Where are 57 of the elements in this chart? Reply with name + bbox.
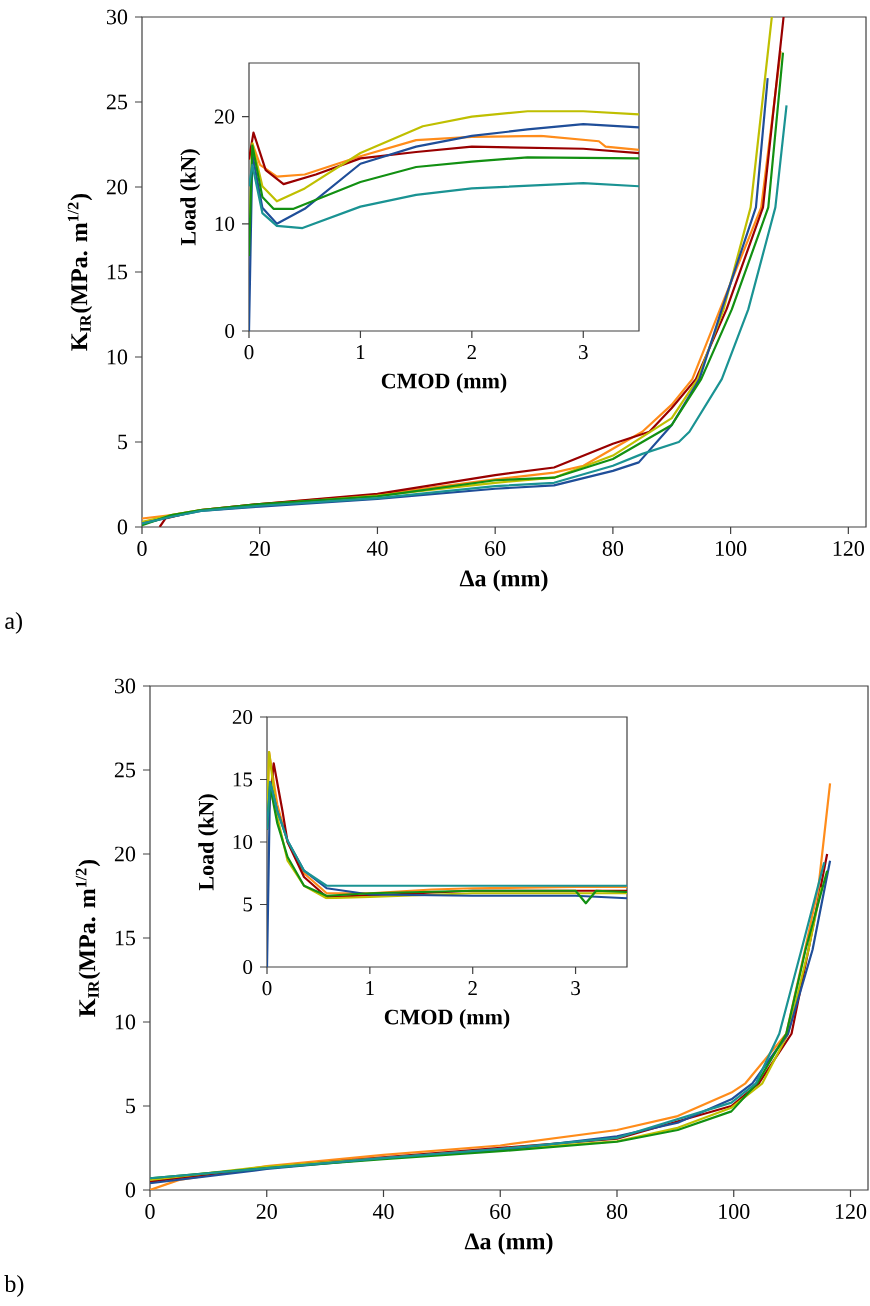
x-tick-label: 3 [579, 345, 588, 360]
x-tick-label: 0 [262, 981, 272, 996]
y-tick-label: 10 [107, 349, 128, 365]
x-axis-title: CMOD (mm) [384, 1008, 510, 1029]
x-tick-label: 20 [256, 1204, 277, 1219]
x-axis-title: Δa (mm) [464, 1232, 553, 1255]
y-tick-label: 20 [214, 109, 235, 124]
x-tick-label: 0 [145, 1204, 155, 1219]
text: b) [4, 1275, 24, 1297]
line-series [249, 163, 639, 230]
x-axis-title: Δa (mm) [459, 569, 548, 592]
y-tick-label: 20 [114, 846, 136, 862]
y-tick-label: 0 [125, 1182, 136, 1198]
y-axis-title: Load (kN) [180, 149, 201, 246]
line-series [249, 144, 639, 258]
x-tick-label: 1 [357, 345, 365, 359]
y-tick-label: 15 [233, 772, 253, 787]
x-tick-label: 80 [606, 1204, 628, 1219]
x-tick-label: 40 [372, 1204, 394, 1219]
x-tick-label: 1 [366, 981, 374, 995]
y-tick-label: 10 [215, 216, 235, 231]
y-tick-label: 30 [107, 9, 128, 25]
text: a) [5, 612, 22, 634]
y-tick-label: 25 [114, 762, 136, 778]
y-tick-label: 15 [115, 930, 136, 946]
y-tick-label: 10 [115, 1014, 136, 1030]
x-tick-label: 3 [571, 981, 580, 996]
y-tick-label: 15 [107, 264, 128, 280]
y-axis-title: K$_{IR}$(MPa. m$^{1/2}$) [75, 859, 101, 1017]
y-tick-label: 25 [106, 94, 128, 110]
x-tick-label: 120 [835, 1204, 867, 1219]
y-tick-label: 20 [106, 179, 128, 195]
x-axis-title: CMOD (mm) [381, 372, 507, 393]
y-tick-label: 0 [225, 323, 235, 339]
y-tick-label: 5 [118, 434, 128, 450]
x-tick-label: 2 [468, 981, 477, 995]
line-series [249, 131, 639, 186]
x-tick-label: 120 [833, 541, 865, 556]
x-tick-label: 100 [716, 541, 747, 556]
y-tick-label: 0 [243, 959, 253, 975]
x-tick-label: 2 [467, 345, 476, 359]
y-tick-label: 5 [126, 1098, 136, 1114]
y-tick-label: 10 [233, 834, 253, 850]
line-series [249, 122, 639, 331]
x-tick-label: 100 [719, 1204, 750, 1219]
y-tick-label: 20 [232, 709, 253, 725]
y-axis-title: K$_{IR}$(MPa. m$^{1/2}$) [67, 193, 93, 351]
x-tick-label: 60 [490, 1204, 511, 1219]
x-tick-label: 80 [602, 541, 624, 556]
y-tick-label: 5 [243, 897, 253, 912]
y-tick-label: 0 [117, 519, 128, 535]
x-tick-label: 40 [366, 541, 388, 556]
x-tick-label: 0 [137, 541, 147, 556]
y-tick-label: 30 [115, 678, 136, 694]
line-series [249, 134, 639, 178]
y-axis-title: Load (kN) [198, 794, 219, 891]
x-tick-label: 60 [485, 541, 506, 556]
